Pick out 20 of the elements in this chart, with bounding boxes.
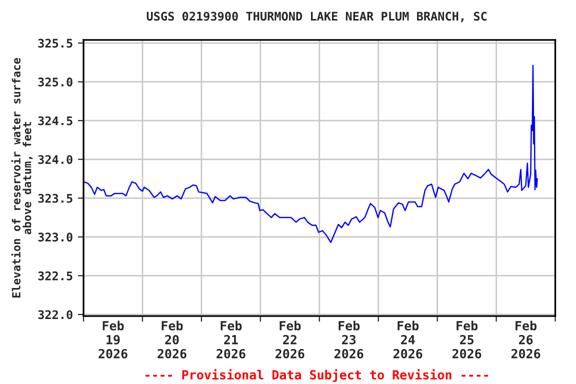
y-tick-label: 325.0 — [38, 78, 72, 86]
y-tick-label: 322.0 — [38, 310, 72, 320]
line-series — [84, 64, 538, 243]
x-tick-label: Feb 21 2026 — [216, 320, 246, 358]
x-tick-label: Feb 24 2026 — [393, 320, 422, 358]
x-tick-label: Feb 19 2026 — [98, 320, 128, 358]
y-tick-label: 324.0 — [38, 155, 72, 164]
y-tick-label: 324.5 — [38, 116, 72, 126]
x-tick-label: Feb 26 2026 — [511, 320, 540, 358]
y-axis-title: Elevation of reservoir water surface above datum, feet — [11, 58, 33, 298]
text: ---- Provisional Data Subject to Revision ---- — [146, 369, 488, 382]
x-tick-label: Feb 20 2026 — [158, 320, 186, 358]
y-tick-label: 325.5 — [38, 38, 72, 48]
y-tick-label: 322.5 — [38, 271, 72, 280]
y-tick-label: 323.5 — [38, 194, 72, 203]
x-tick-label: Feb 22 2026 — [276, 320, 304, 358]
chart-title: USGS 02193900 THURMOND LAKE NEAR PLUM BRANCH, SC — [146, 12, 487, 22]
x-tick-label: Feb 23 2026 — [334, 320, 364, 358]
x-tick-label: Feb 25 2026 — [452, 320, 482, 358]
y-tick-label: 323.0 — [38, 232, 72, 242]
